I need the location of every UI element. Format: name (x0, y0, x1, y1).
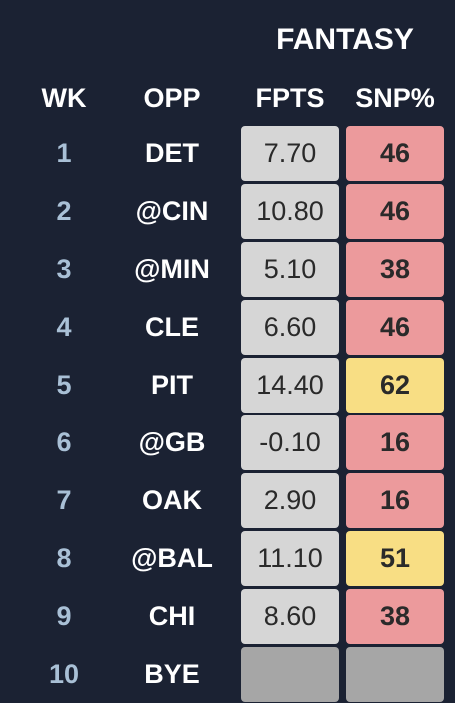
snap-pct-cell: 38 (346, 241, 444, 297)
snap-pct-cell: 51 (346, 531, 444, 587)
fpts-cell: 6.60 (241, 299, 339, 355)
snap-pct-cell: 46 (346, 183, 444, 239)
opponent-cell: PIT (150, 369, 193, 400)
week-cell: 9 (56, 601, 72, 632)
snap-pct-cell: 46 (346, 126, 444, 181)
snap-pct-cell: 46 (346, 299, 444, 355)
opponent-cell: CLE (145, 311, 199, 342)
opponent-cell: OAK (142, 485, 202, 516)
table-row: 10 BYE (0, 647, 455, 703)
week-cell: 8 (56, 543, 72, 574)
table-row: 6 @GB -0.10 16 (0, 415, 455, 473)
table-row: 2 @CIN 10.80 46 (0, 183, 455, 242)
column-header-opp: OPP (143, 83, 201, 113)
snap-pct-cell: 16 (346, 473, 444, 529)
week-cell: 5 (56, 369, 72, 400)
fpts-cell: 11.10 (241, 531, 339, 587)
table-row: 8 @BAL 11.10 51 (0, 531, 455, 589)
week-cell: 2 (56, 195, 72, 226)
table-body: 1 DET 7.70 46 2 @CIN 10.80 46 3 @MIN 5.1… (0, 126, 455, 703)
opponent-cell: DET (145, 138, 199, 168)
fpts-cell: -0.10 (241, 415, 339, 471)
table-row: 3 @MIN 5.10 38 (0, 241, 455, 300)
snap-pct-cell: 38 (346, 589, 444, 645)
opponent-cell: @BAL (131, 543, 213, 574)
week-cell: 1 (56, 138, 72, 168)
table-row: 4 CLE 6.60 46 (0, 299, 455, 358)
fpts-cell: 7.70 (241, 126, 339, 181)
fpts-cell: 10.80 (241, 183, 339, 239)
opponent-cell: @CIN (135, 195, 209, 226)
opponent-cell: CHI (148, 601, 196, 632)
week-cell: 3 (56, 253, 72, 284)
table-row: 1 DET 7.70 46 (0, 126, 455, 184)
week-cell: 7 (56, 485, 72, 516)
fpts-cell: 8.60 (241, 589, 339, 645)
snap-pct-cell: 16 (346, 415, 444, 471)
opponent-cell: @GB (138, 427, 206, 458)
opponent-cell: @MIN (134, 253, 210, 284)
fpts-cell-empty (241, 647, 339, 703)
table-row: 9 CHI 8.60 38 (0, 589, 455, 647)
fantasy-group-header: FANTASY (276, 23, 414, 56)
column-header-fpts: FPTS (255, 83, 325, 113)
table-row: 5 PIT 14.40 62 (0, 357, 455, 416)
week-cell: 10 (48, 659, 80, 690)
table-row: 7 OAK 2.90 16 (0, 473, 455, 531)
column-header-snp: SNP% (355, 83, 435, 113)
opponent-cell: BYE (144, 659, 200, 690)
column-header-wk: WK (41, 83, 87, 113)
week-cell: 6 (56, 427, 72, 458)
fpts-cell: 14.40 (241, 357, 339, 413)
snap-pct-cell-empty (346, 647, 444, 703)
fpts-cell: 2.90 (241, 473, 339, 529)
week-cell: 4 (56, 311, 72, 342)
snap-pct-cell: 62 (346, 357, 444, 413)
fpts-cell: 5.10 (241, 241, 339, 297)
